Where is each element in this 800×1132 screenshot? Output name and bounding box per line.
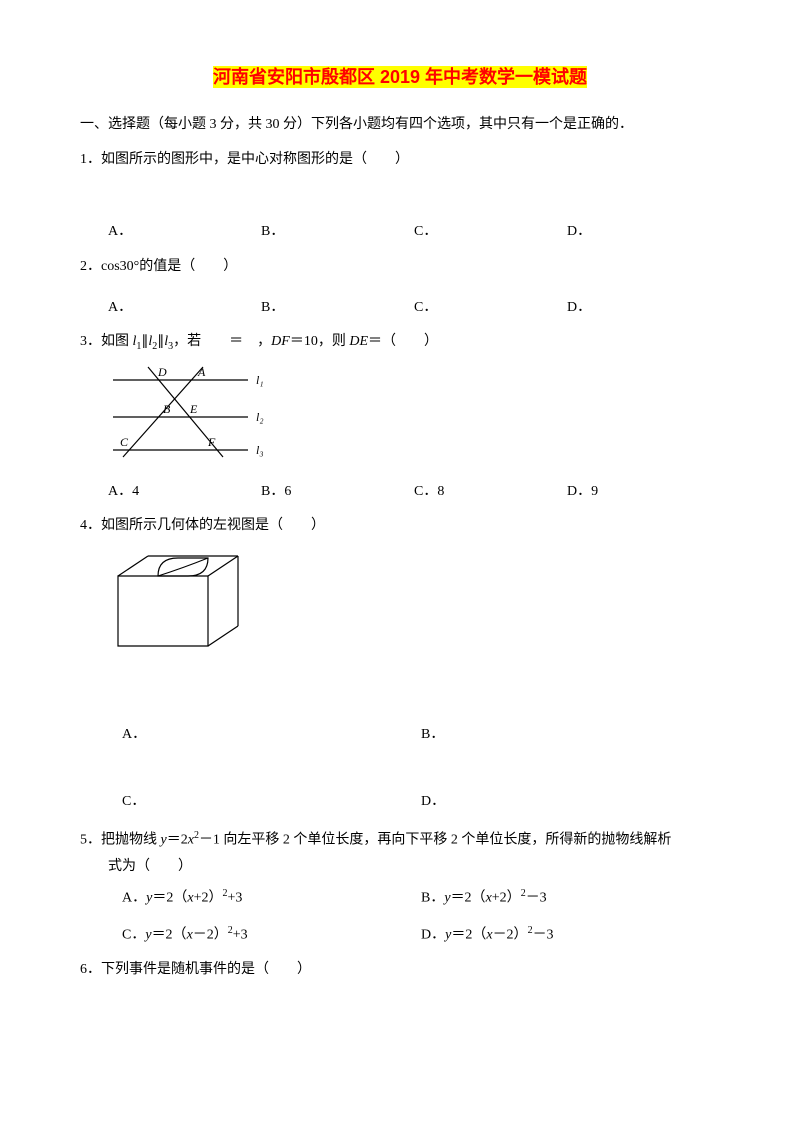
q4-opt-c: C． bbox=[122, 789, 421, 816]
q1-opt-d: D． bbox=[567, 219, 720, 246]
q5-opt-b: B．y＝2（x+2）2－3 bbox=[421, 884, 720, 912]
q4-opt-b: B． bbox=[421, 722, 720, 749]
q4-opt-d: D． bbox=[421, 789, 720, 816]
q5-p1: 5．把抛物线 bbox=[80, 832, 161, 847]
q1-stem: 1．如图所示的图形中，是中心对称图形的是（ ） bbox=[80, 147, 720, 174]
q5-options: A．y＝2（x+2）2+3 B．y＝2（x+2）2－3 C．y＝2（x－2）2+… bbox=[122, 884, 720, 949]
question-2: 2．cos30°的值是（ ） A． B． C． D． bbox=[80, 254, 720, 321]
q3-opt-c: C．8 bbox=[414, 479, 567, 506]
page-title: 河南省安阳市殷都区 2019 年中考数学一模试题 bbox=[80, 60, 720, 94]
q3-options: A．4 B．6 C．8 D．9 bbox=[108, 479, 720, 506]
q3-stem: 3．如图 l1∥l2∥l3，若 ＝ ，DF＝10，则 DE＝（ ） bbox=[80, 329, 720, 356]
q4-stem: 4．如图所示几何体的左视图是（ ） bbox=[80, 513, 720, 540]
svg-text:F: F bbox=[207, 435, 216, 449]
q5-opt-c: C．y＝2（x－2）2+3 bbox=[122, 921, 421, 949]
svg-text:A: A bbox=[197, 365, 206, 379]
q6-stem: 6．下列事件是随机事件的是（ ） bbox=[80, 957, 720, 984]
q1-options: A． B． C． D． bbox=[108, 219, 720, 246]
q3-opt-b: B．6 bbox=[261, 479, 414, 506]
q5-eq: ＝2 bbox=[167, 832, 188, 847]
svg-text:C: C bbox=[120, 435, 129, 449]
q2-opt-b: B． bbox=[261, 295, 414, 322]
svg-text:D: D bbox=[157, 365, 167, 379]
q5-opt-a: A．y＝2（x+2）2+3 bbox=[122, 884, 421, 912]
section-header: 一、选择题（每小题 3 分，共 30 分）下列各小题均有四个选项，其中只有一个是… bbox=[80, 112, 720, 139]
q3-svg: D A B E C F l₁ l₂ l₃ bbox=[108, 362, 278, 462]
q3-df: DF bbox=[271, 334, 290, 349]
svg-text:l₃: l₃ bbox=[256, 443, 264, 457]
q3-suffix: ＝（ ） bbox=[368, 334, 438, 349]
q3-mid2: ＝10，则 bbox=[290, 334, 350, 349]
q5-opt-d: D．y＝2（x－2）2－3 bbox=[421, 921, 720, 949]
q1-opt-a: A． bbox=[108, 219, 261, 246]
q2-opt-d: D． bbox=[567, 295, 720, 322]
q3-prefix: 3．如图 bbox=[80, 334, 133, 349]
q5-stem2: 式为（ ） bbox=[80, 854, 720, 881]
question-6: 6．下列事件是随机事件的是（ ） bbox=[80, 957, 720, 984]
q5-stem: 5．把抛物线 y＝2x2－1 向左平移 2 个单位长度，再向下平移 2 个单位长… bbox=[80, 826, 720, 854]
svg-text:l₁: l₁ bbox=[256, 373, 264, 387]
q3-diagram: D A B E C F l₁ l₂ l₃ bbox=[108, 362, 720, 473]
q3-opt-d: D．9 bbox=[567, 479, 720, 506]
q5-m1: －1 向左平移 2 个单位长度，再向下平移 2 个单位长度，所得新的抛物线解析 bbox=[199, 832, 672, 847]
q2-opt-a: A． bbox=[108, 295, 261, 322]
title-text: 河南省安阳市殷都区 2019 年中考数学一模试题 bbox=[213, 66, 587, 88]
q2-opt-c: C． bbox=[414, 295, 567, 322]
q1-opt-b: B． bbox=[261, 219, 414, 246]
q2-stem: 2．cos30°的值是（ ） bbox=[80, 254, 720, 281]
q4-opt-a: A． bbox=[122, 722, 421, 749]
q4-diagram bbox=[108, 546, 720, 667]
q4-options: A． B． C． D． bbox=[122, 722, 720, 815]
question-4: 4．如图所示几何体的左视图是（ ） A． B． C． D． bbox=[80, 513, 720, 815]
svg-text:B: B bbox=[163, 402, 171, 416]
q3-mid1: ，若 ＝ ， bbox=[173, 334, 271, 349]
q3-opt-a: A．4 bbox=[108, 479, 261, 506]
svg-text:E: E bbox=[189, 402, 198, 416]
svg-text:l₂: l₂ bbox=[256, 410, 264, 424]
q1-opt-c: C． bbox=[414, 219, 567, 246]
question-5: 5．把抛物线 y＝2x2－1 向左平移 2 个单位长度，再向下平移 2 个单位长… bbox=[80, 826, 720, 949]
q4-svg bbox=[108, 546, 258, 656]
question-3: 3．如图 l1∥l2∥l3，若 ＝ ，DF＝10，则 DE＝（ ） D A B … bbox=[80, 329, 720, 505]
q3-de: DE bbox=[349, 334, 368, 349]
q2-options: A． B． C． D． bbox=[108, 295, 720, 322]
question-1: 1．如图所示的图形中，是中心对称图形的是（ ） A． B． C． D． bbox=[80, 147, 720, 246]
